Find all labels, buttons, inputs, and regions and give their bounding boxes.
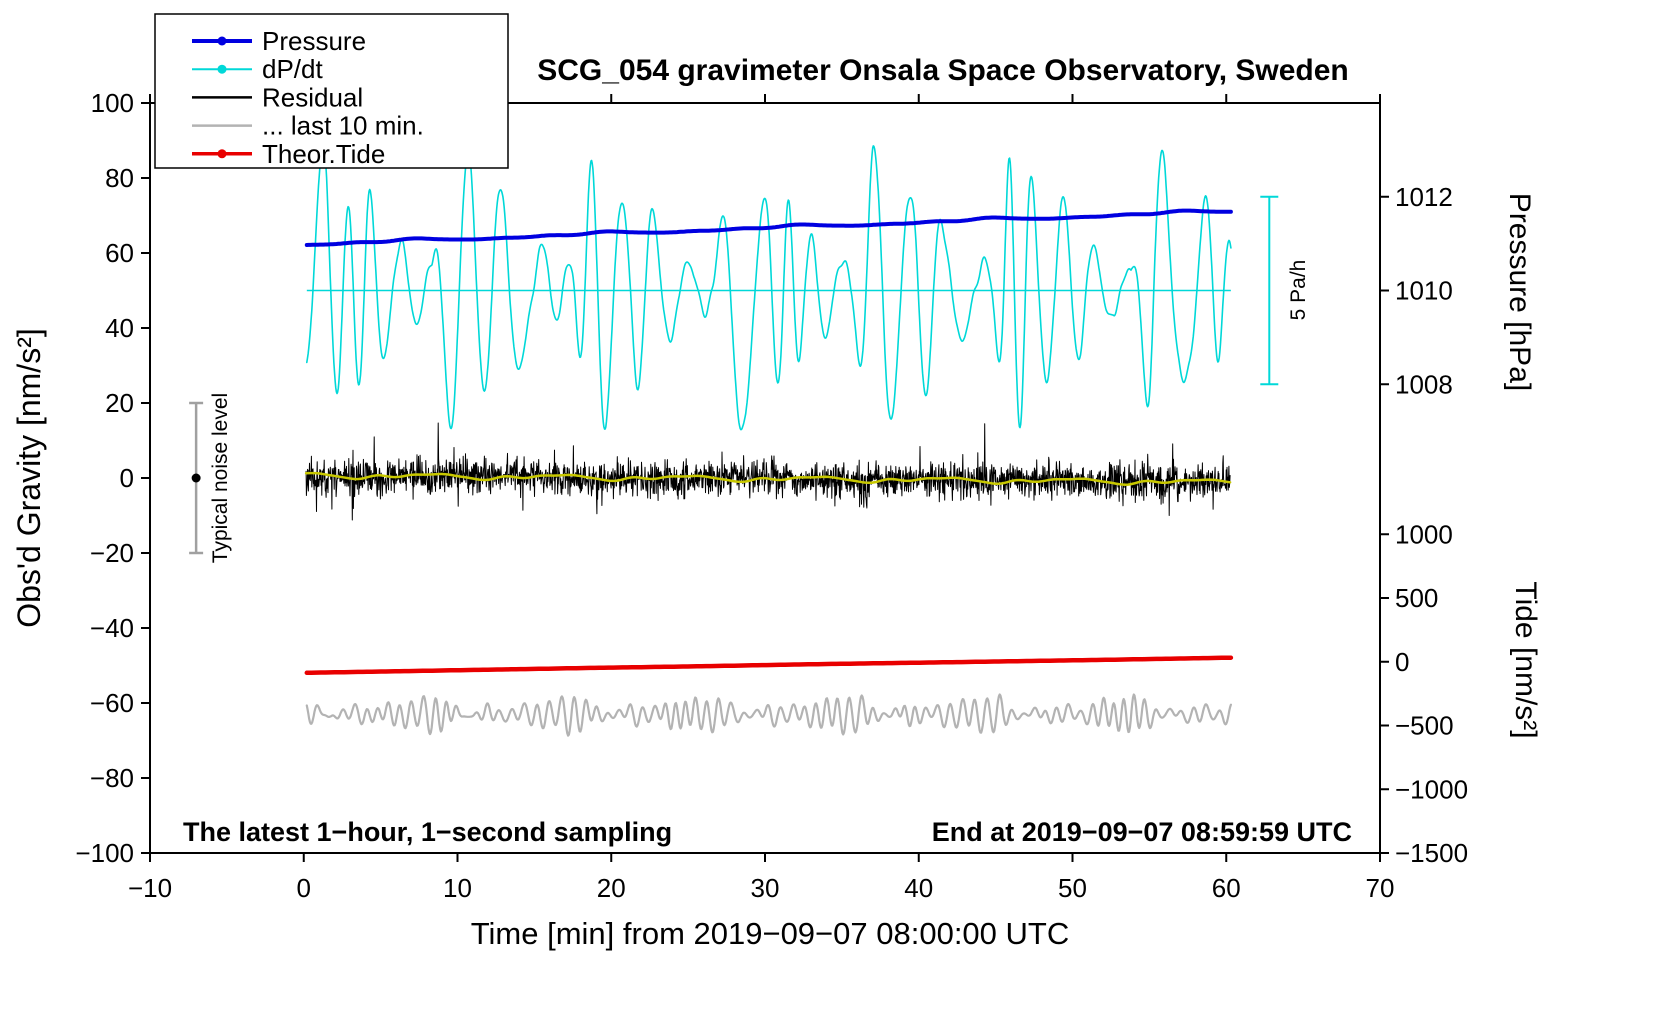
- typical-noise-level-label: Typical noise level: [209, 393, 232, 563]
- tide-axis-tick-label: 1000: [1395, 519, 1453, 549]
- legend-marker-dot: [217, 36, 227, 46]
- tide-axis-tick-label: −1000: [1395, 774, 1468, 804]
- y-left-tick-label: −40: [90, 613, 134, 643]
- x-axis-title: Time [min] from 2019−09−07 08:00:00 UTC: [471, 916, 1070, 951]
- y-left-tick-label: 40: [105, 313, 134, 343]
- x-axis-tick-label: −10: [128, 873, 172, 903]
- legend-item-label: Residual: [262, 82, 363, 112]
- dpdt-rate-scale-bar: [1260, 195, 1279, 386]
- tide-axis-title: Tide [nm/s²]: [1509, 581, 1542, 738]
- x-axis-tick-label: 60: [1212, 873, 1241, 903]
- typical-noise-level-bar: [189, 401, 204, 555]
- series-residual: [305, 422, 1231, 521]
- tide-axis-tick-label: 0: [1395, 647, 1409, 677]
- x-axis-tick-label: 10: [443, 873, 472, 903]
- x-axis-tick-label: 0: [297, 873, 311, 903]
- legend-item-label: ... last 10 min.: [262, 111, 424, 141]
- tide-axis-tick-label: 500: [1395, 583, 1438, 613]
- series-pressure: [304, 208, 1233, 247]
- legend-marker-dot: [217, 64, 227, 74]
- end-time-note: End at 2019−09−07 08:59:59 UTC: [932, 817, 1352, 847]
- y-left-tick-label: −60: [90, 688, 134, 718]
- rate-scale-label: 5 Pa/h: [1287, 260, 1310, 321]
- y-left-tick-label: −20: [90, 538, 134, 568]
- chart-title: SCG_054 gravimeter Onsala Space Observat…: [537, 54, 1349, 87]
- pressure-axis-tick-label: 1010: [1395, 276, 1453, 306]
- y-left-tick-label: 80: [105, 163, 134, 193]
- typical-noise-level-bar-center-dot: [191, 473, 201, 483]
- y-left-tick-label: 60: [105, 238, 134, 268]
- tide-axis-tick-label: −1500: [1395, 838, 1468, 868]
- y-left-tick-label: 100: [91, 88, 134, 118]
- x-axis-tick-label: 70: [1366, 873, 1395, 903]
- pressure-axis-tick-label: 1008: [1395, 369, 1453, 399]
- y-left-tick-label: 0: [120, 463, 134, 493]
- y-left-axis-title: Obs'd Gravity [nm/s²]: [11, 328, 47, 628]
- y-left-tick-label: −80: [90, 763, 134, 793]
- legend-item-label: Theor.Tide: [262, 139, 385, 169]
- y-left-tick-label: 20: [105, 388, 134, 418]
- x-axis-tick-label: 50: [1058, 873, 1087, 903]
- sampling-note: The latest 1−hour, 1−second sampling: [183, 817, 672, 847]
- tide-axis-tick-label: −500: [1395, 711, 1454, 741]
- pressure-axis-title: Pressure [hPa]: [1503, 193, 1536, 391]
- overlay-layer: [189, 195, 1279, 555]
- x-axis-tick-label: 20: [597, 873, 626, 903]
- x-axis-tick-label: 40: [904, 873, 933, 903]
- series-layer: [304, 142, 1234, 737]
- series-residual-smooth: [304, 471, 1232, 486]
- series-tide: [304, 655, 1234, 676]
- legend-item-label: Pressure: [262, 26, 366, 56]
- pressure-axis-tick-label: 1012: [1395, 182, 1453, 212]
- legend-marker-dot: [217, 149, 227, 159]
- x-axis-tick-label: 30: [751, 873, 780, 903]
- y-left-tick-label: −100: [75, 838, 134, 868]
- series-last10: [305, 693, 1232, 737]
- legend-item-label: dP/dt: [262, 54, 323, 84]
